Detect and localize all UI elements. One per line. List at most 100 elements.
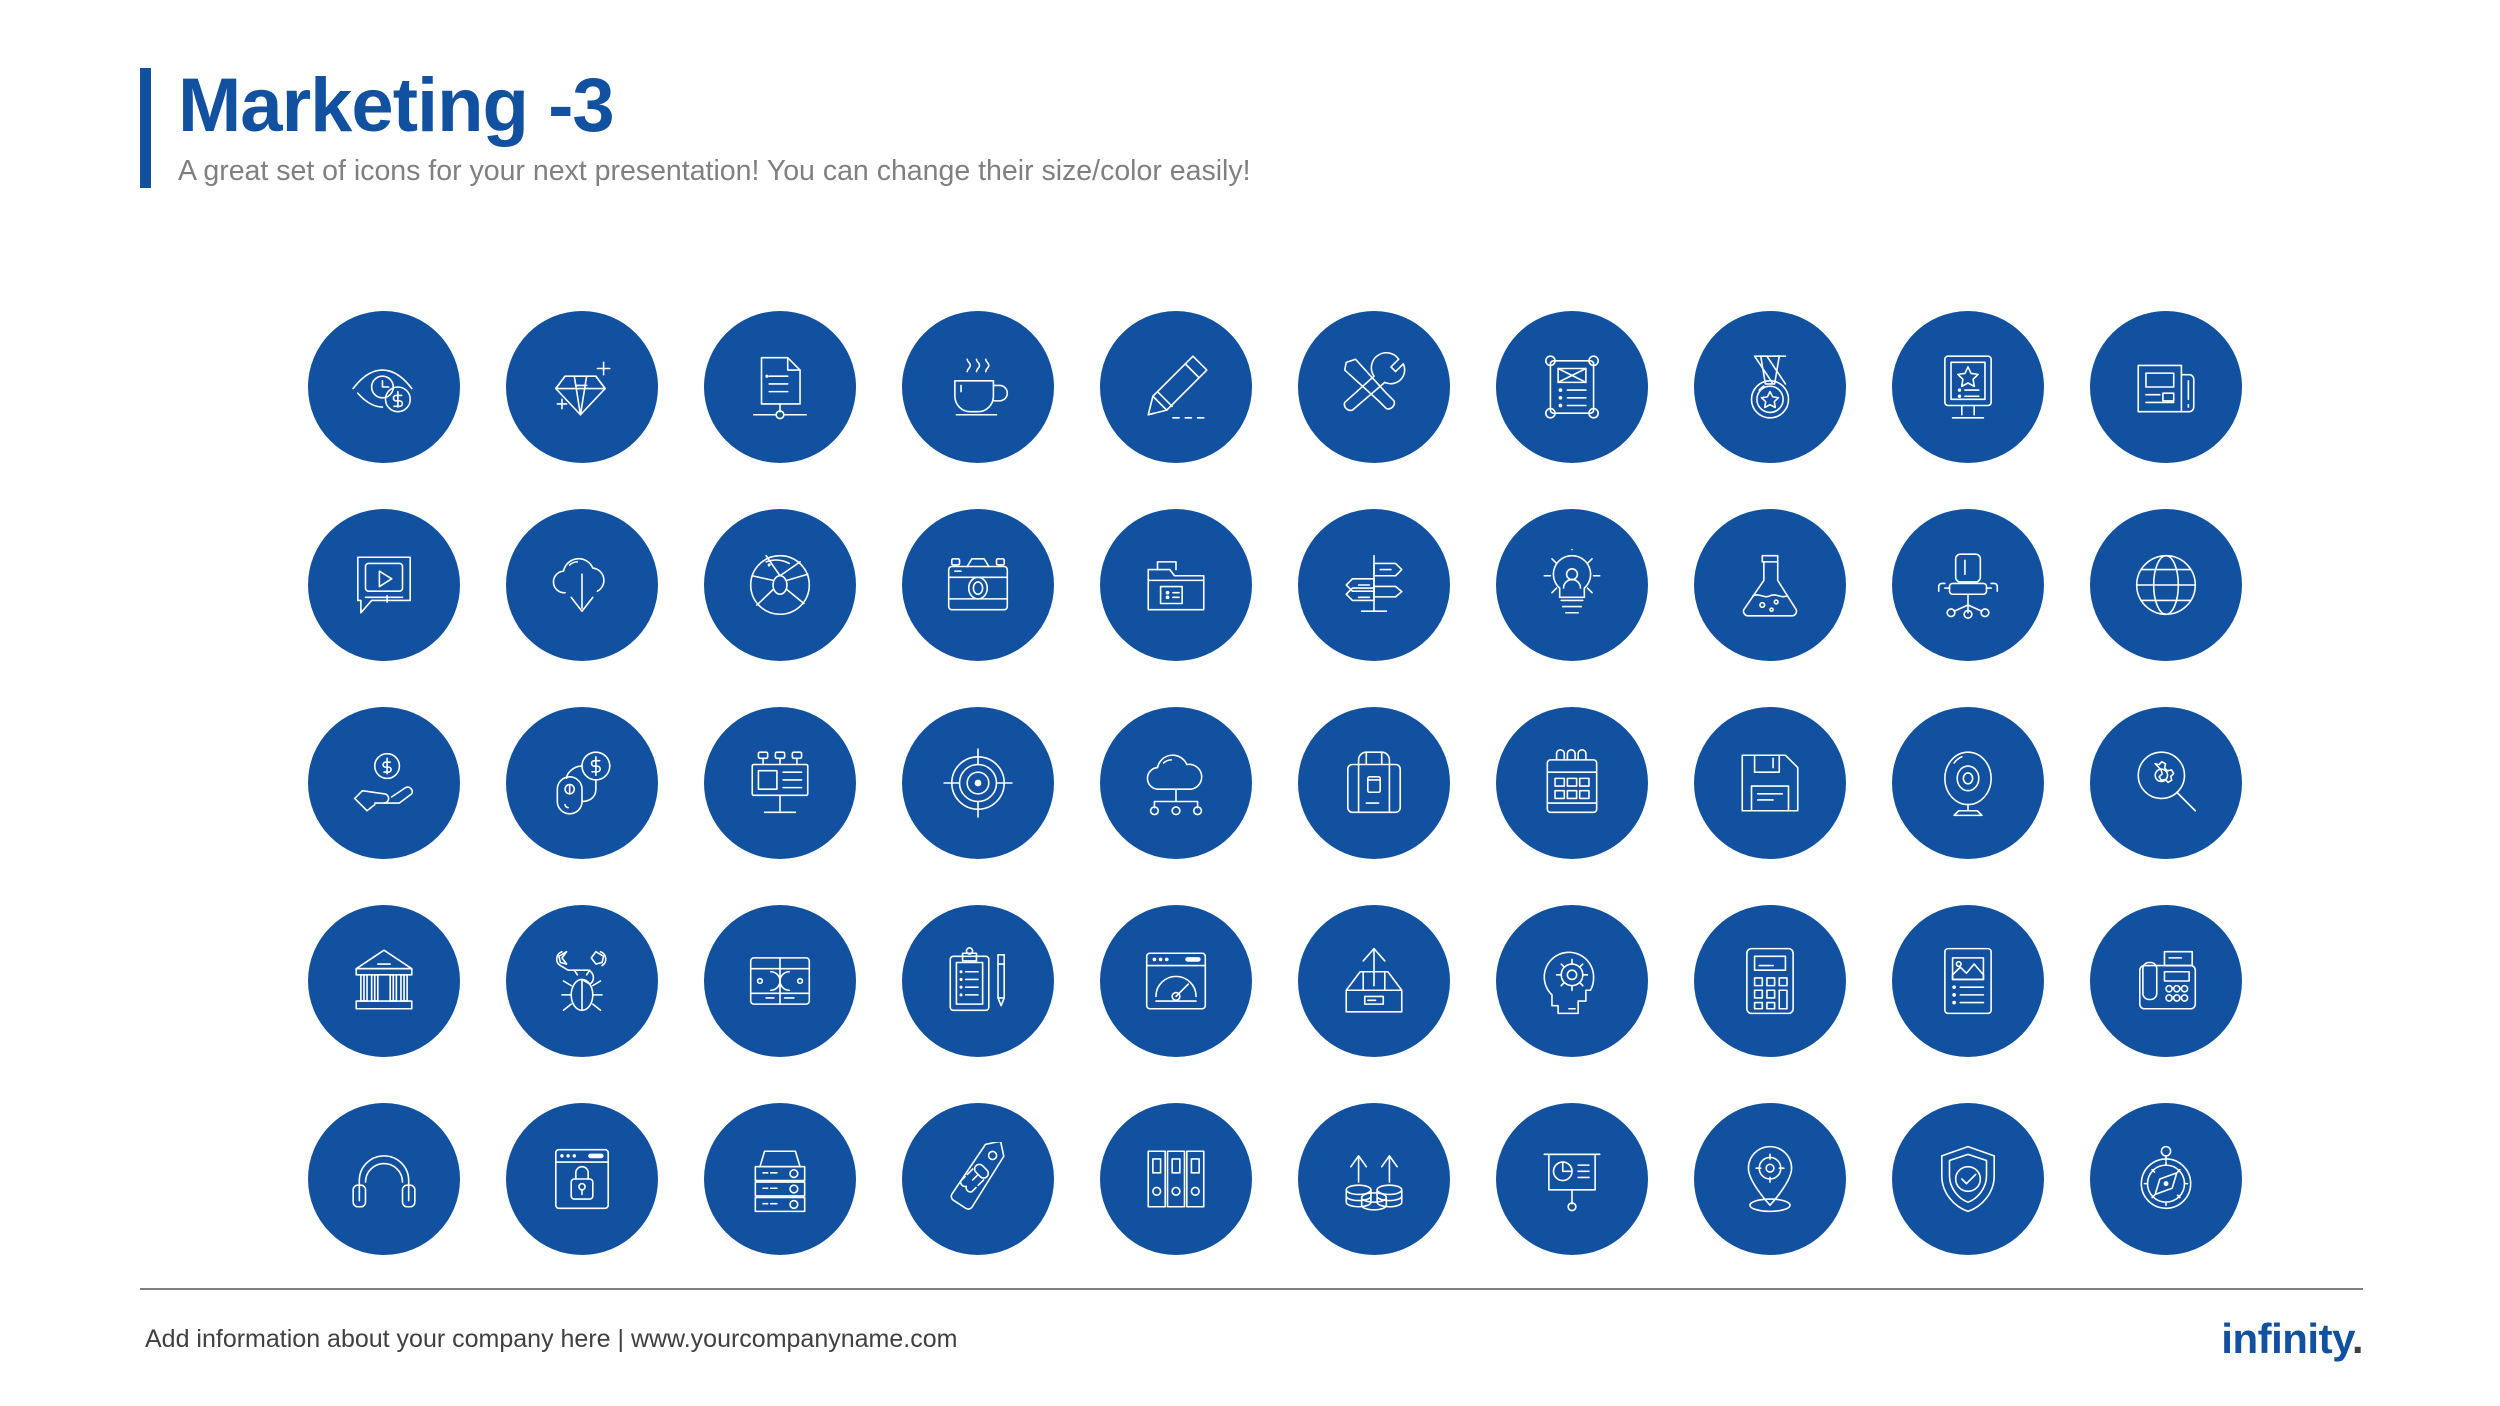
floppy-disk-icon[interactable] [1694,707,1846,859]
medal-icon[interactable] [1694,311,1846,463]
signpost-icon[interactable] [1298,509,1450,661]
icon-cell[interactable] [1275,486,1473,684]
target-icon[interactable] [902,707,1054,859]
bug-fix-icon[interactable] [506,905,658,1057]
icon-cell[interactable] [1275,288,1473,486]
icon-cell[interactable] [1869,486,2067,684]
hand-coin-icon[interactable] [308,707,460,859]
folder-file-icon[interactable] [1100,509,1252,661]
icon-cell[interactable] [2067,882,2265,1080]
icon-cell[interactable] [1671,1080,1869,1278]
icon-cell[interactable] [2067,1080,2265,1278]
fax-machine-icon[interactable] [2090,905,2242,1057]
webcam-icon[interactable] [1892,707,2044,859]
icon-cell[interactable] [681,882,879,1080]
diamond-sparkle-icon[interactable] [506,311,658,463]
calculator-icon[interactable] [1694,905,1846,1057]
calendar-icon[interactable] [1496,707,1648,859]
icon-cell[interactable] [1869,1080,2067,1278]
icon-cell[interactable] [285,684,483,882]
cloud-download-icon[interactable] [506,509,658,661]
coins-growth-icon[interactable] [1298,1103,1450,1255]
page-speed-icon[interactable] [1100,905,1252,1057]
server-rack-icon[interactable] [704,1103,856,1255]
bank-icon[interactable] [308,905,460,1057]
icon-cell[interactable] [1671,882,1869,1080]
growth-box-icon[interactable] [1298,905,1450,1057]
icon-cell[interactable] [483,1080,681,1278]
icon-cell[interactable] [879,882,1077,1080]
compact-disc-icon[interactable] [704,509,856,661]
location-pin-target-icon[interactable] [1694,1103,1846,1255]
icon-cell[interactable] [2067,486,2265,684]
icon-cell[interactable] [879,684,1077,882]
icon-cell[interactable] [879,486,1077,684]
image-card-icon[interactable] [1892,905,2044,1057]
pencil-icon[interactable] [1100,311,1252,463]
icon-cell[interactable] [285,882,483,1080]
icon-cell[interactable] [1869,288,2067,486]
globe-icon[interactable] [2090,509,2242,661]
flask-icon[interactable] [1694,509,1846,661]
icon-cell[interactable] [681,288,879,486]
billboard-board-icon[interactable] [704,707,856,859]
icon-cell[interactable] [1473,486,1671,684]
icon-cell[interactable] [483,288,681,486]
icon-cell[interactable] [681,684,879,882]
icon-cell[interactable] [1077,288,1275,486]
compass-icon[interactable] [2090,1103,2242,1255]
headphones-icon[interactable] [308,1103,460,1255]
icon-cell[interactable] [1671,486,1869,684]
icon-cell[interactable] [1473,882,1671,1080]
icon-cell[interactable] [1869,882,2067,1080]
tools-icon[interactable] [1298,311,1450,463]
icon-cell[interactable] [285,1080,483,1278]
icon-cell[interactable] [681,1080,879,1278]
clipboard-pen-icon[interactable] [902,905,1054,1057]
icon-cell[interactable] [285,288,483,486]
icon-cell[interactable] [1077,684,1275,882]
billboard-star-icon[interactable] [1892,311,2044,463]
head-gear-icon[interactable] [1496,905,1648,1057]
icon-cell[interactable] [1671,288,1869,486]
icon-cell[interactable] [1275,1080,1473,1278]
icon-cell[interactable] [1275,882,1473,1080]
banknote-icon[interactable] [704,905,856,1057]
icon-cell[interactable] [1275,684,1473,882]
coffee-cup-icon[interactable] [902,311,1054,463]
idea-person-icon[interactable] [1496,509,1648,661]
secure-browser-icon[interactable] [506,1103,658,1255]
presentation-chart-icon[interactable] [1496,1103,1648,1255]
icon-cell[interactable] [2067,684,2265,882]
briefcase-icon[interactable] [1298,707,1450,859]
poster-wireframe-icon[interactable] [1496,311,1648,463]
icon-cell[interactable] [483,486,681,684]
cloud-network-icon[interactable] [1100,707,1252,859]
icon-cell[interactable] [1473,288,1671,486]
eye-view-cost-icon[interactable] [308,311,460,463]
shield-check-icon[interactable] [1892,1103,2044,1255]
icon-cell[interactable] [483,882,681,1080]
icon-cell[interactable] [879,1080,1077,1278]
icon-cell[interactable] [1077,1080,1275,1278]
icon-cell[interactable] [1473,684,1671,882]
seo-tag-icon[interactable] [902,1103,1054,1255]
video-message-icon[interactable] [308,509,460,661]
icon-cell[interactable] [1671,684,1869,882]
icon-cell[interactable] [2067,288,2265,486]
icon-cell[interactable] [1077,486,1275,684]
icon-cell[interactable] [285,486,483,684]
icon-cell[interactable] [1077,882,1275,1080]
icon-cell[interactable] [1473,1080,1671,1278]
pay-per-click-icon[interactable] [506,707,658,859]
icon-cell[interactable] [1869,684,2067,882]
settings-search-icon[interactable] [2090,707,2242,859]
document-node-icon[interactable] [704,311,856,463]
office-chair-icon[interactable] [1892,509,2044,661]
newspaper-icon[interactable] [2090,311,2242,463]
camera-icon[interactable] [902,509,1054,661]
icon-cell[interactable] [879,288,1077,486]
binders-icon[interactable] [1100,1103,1252,1255]
icon-cell[interactable] [681,486,879,684]
icon-cell[interactable] [483,684,681,882]
